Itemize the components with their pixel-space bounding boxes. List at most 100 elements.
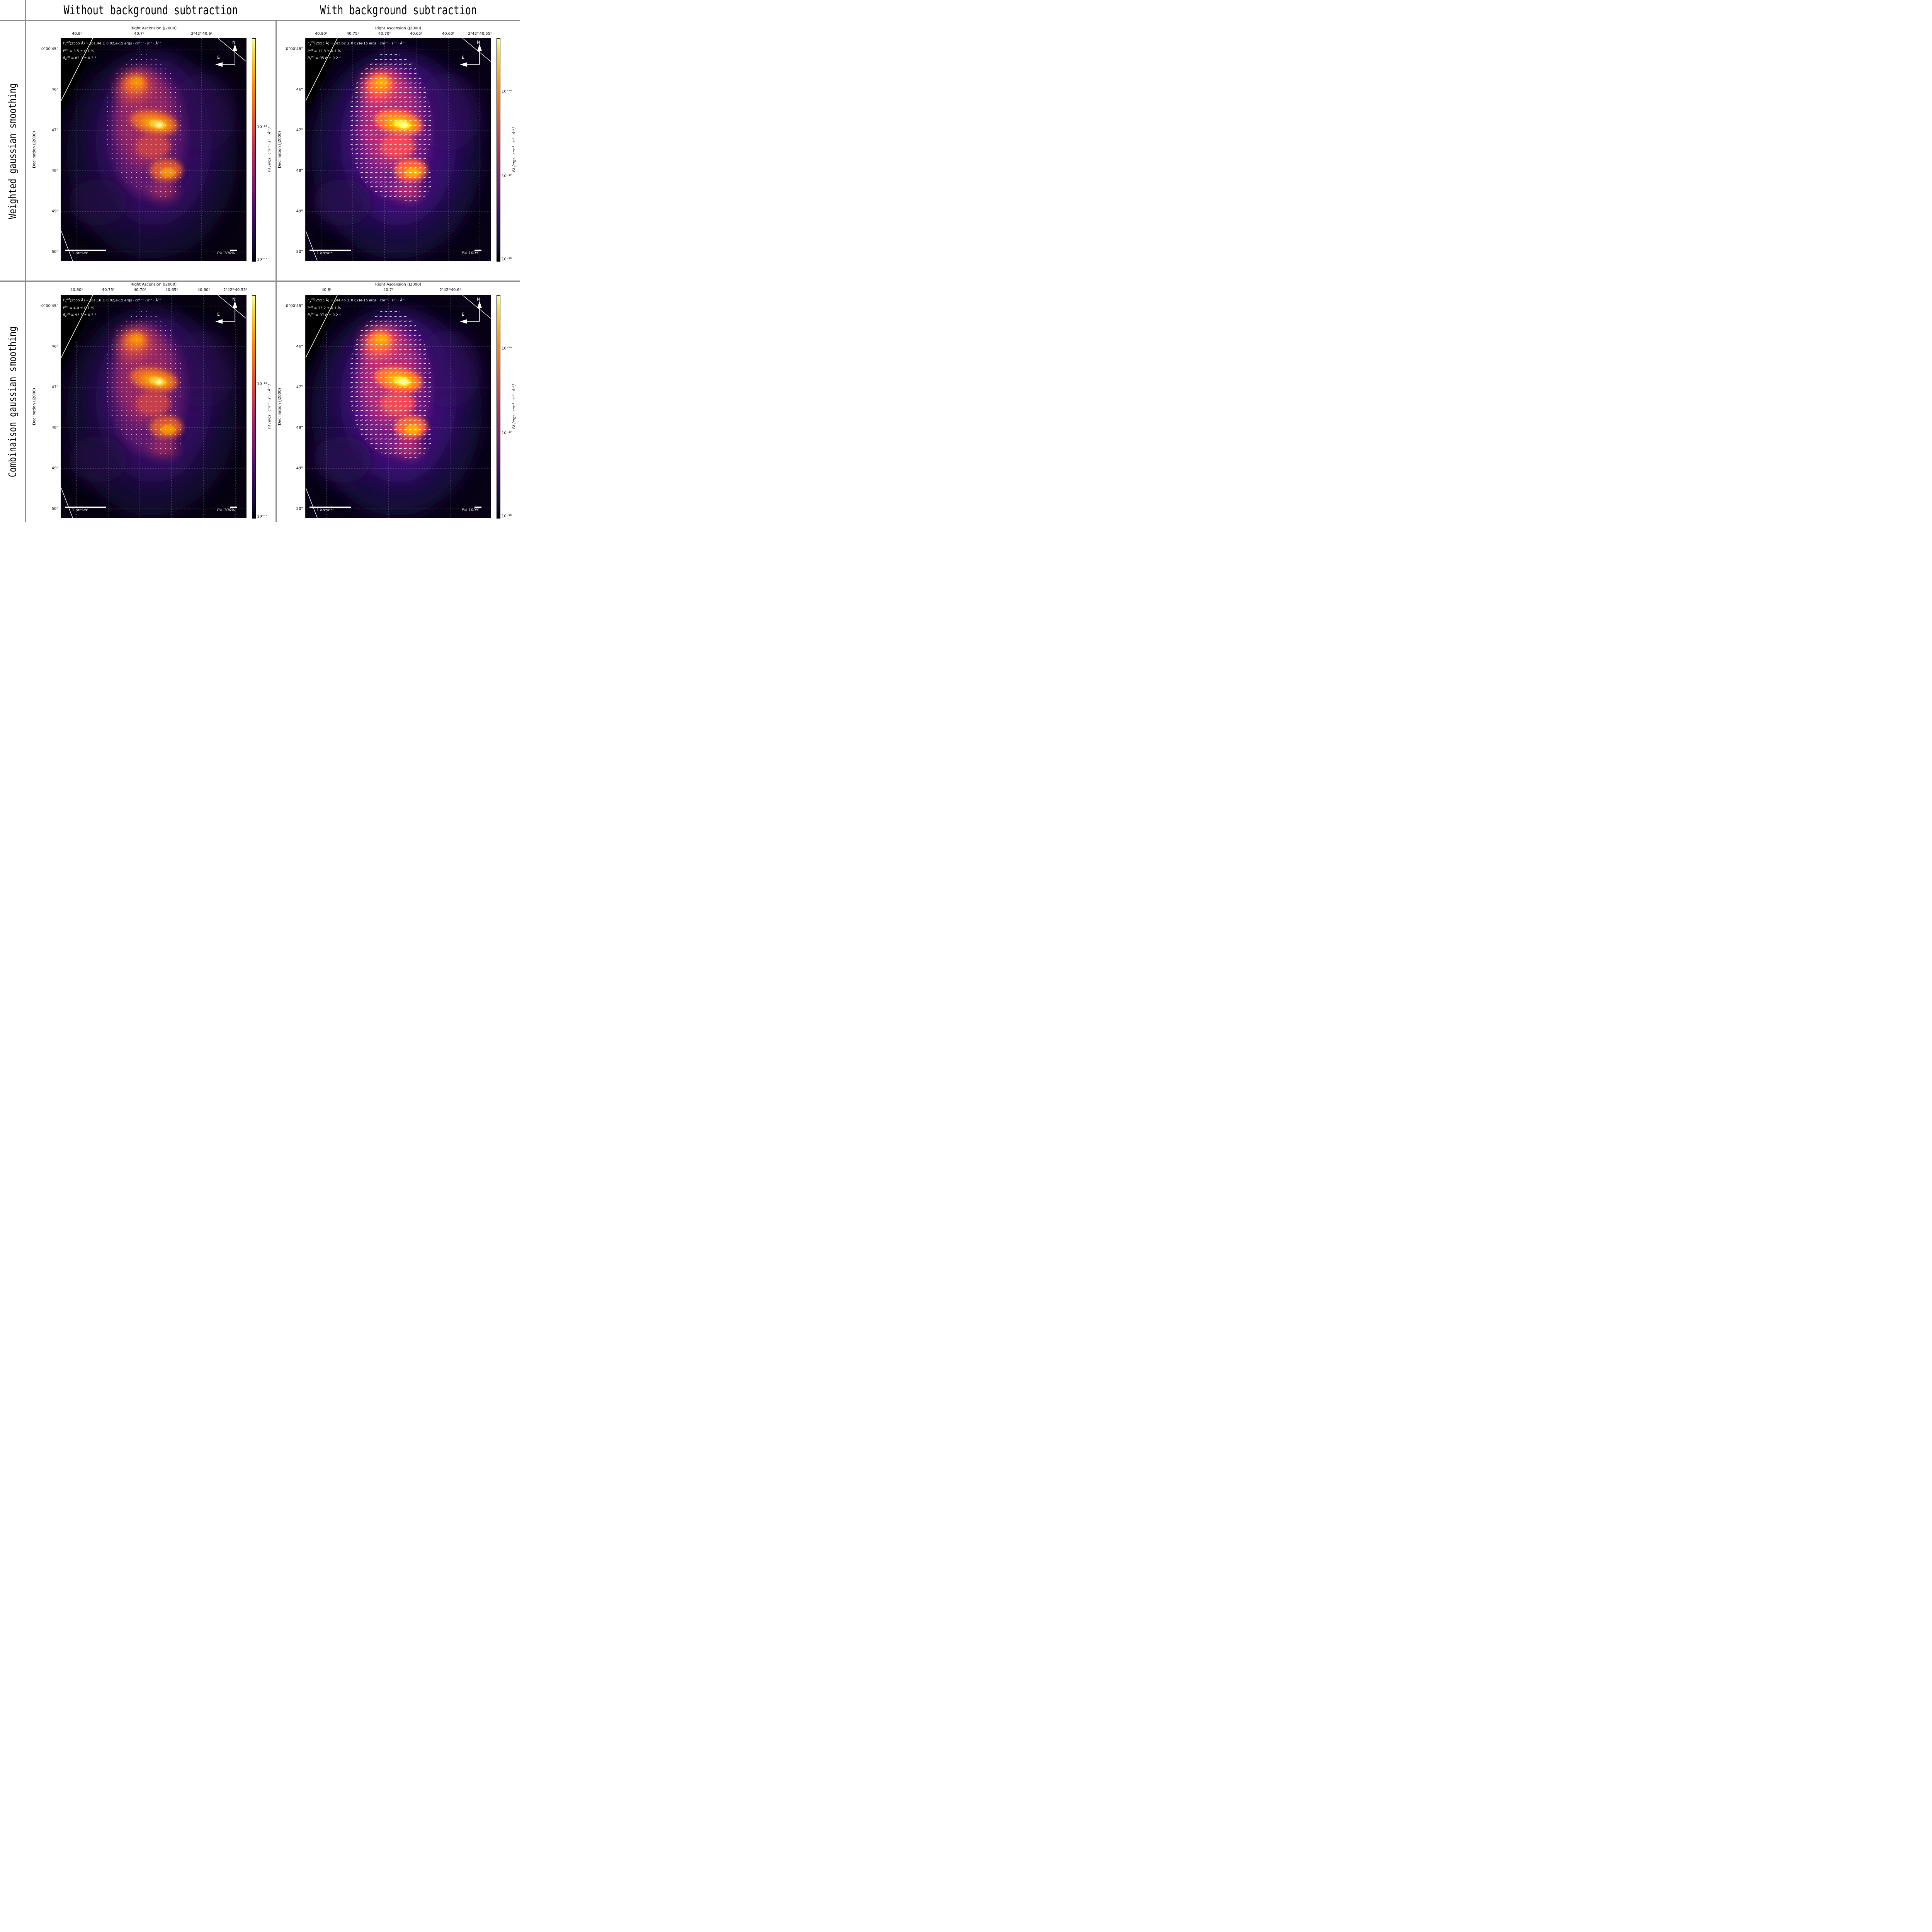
ra-tick: 2ʰ42ᵐ40.6ˢ (191, 32, 213, 36)
dec-tick: 46" (296, 87, 303, 92)
panel-annotation: Fλint(2555 Å) = (44.45 ± 0.02)e-15 ergs … (308, 297, 406, 319)
panel-annotation: Fλint(2555 Å) = (43.62 ± 0.02)e-15 ergs … (308, 40, 406, 62)
dec-axis-title: Declination (J2000) (277, 131, 282, 168)
column-header-divider (0, 20, 520, 21)
column-header-without-subtraction: Without background subtraction (63, 3, 238, 17)
dec-tick: 46" (296, 344, 303, 349)
ra-tick: 40.7ˢ (383, 288, 393, 292)
column-header-with-subtraction: With background subtraction (320, 3, 477, 17)
sky-map: Fλint(2555 Å) = (81.16 ± 0.02)e-15 ergs … (61, 295, 247, 518)
compass-east-label: E (217, 312, 220, 317)
panel-combinaison-without-subtraction: Right Ascension (J2000) 40.80ˢ 40.75ˢ 40… (26, 282, 276, 522)
ra-axis-title: Right Ascension (J2000) (375, 26, 422, 31)
polarization-annotation: Pint = 13.2 ± 0.1 % (308, 305, 341, 311)
compass-north-label: N (232, 297, 236, 302)
sky-map: Fλint(2555 Å) = (81.44 ± 0.02)e-15 ergs … (61, 38, 247, 261)
dec-tick: 49" (51, 209, 58, 214)
colorbar-label: Fλ [ergs · cm⁻² · s⁻¹ · Å⁻¹] (268, 127, 272, 172)
colorbar-label: Fλ [ergs · cm⁻² · s⁻¹ · Å⁻¹] (268, 384, 272, 429)
ra-tick: 40.8ˢ (321, 288, 332, 292)
ra-tick: 40.60ˢ (197, 288, 210, 292)
compass-north-label: N (477, 297, 480, 302)
ra-axis-title: Right Ascension (J2000) (375, 282, 422, 287)
polarization-reference-label: P= 100% (217, 251, 235, 255)
colorbar-tick: 10⁻¹⁷ (257, 257, 267, 262)
colorbar (252, 38, 256, 262)
colorbar (497, 295, 500, 519)
ra-tick: 40.7ˢ (134, 32, 144, 36)
colorbar-tick: 10⁻¹⁷ (502, 174, 512, 179)
flux-annotation: Fλint(2555 Å) = (43.62 ± 0.02)e-15 ergs … (308, 41, 406, 46)
polarization-reference-label: P= 100% (217, 508, 235, 512)
dec-tick: 48" (51, 168, 58, 173)
flux-annotation: Fλint(2555 Å) = (81.44 ± 0.02)e-15 ergs … (63, 41, 161, 46)
colorbar-tick: 10⁻¹⁸ (502, 257, 512, 262)
scalebar-label: 1 arcsec (316, 508, 333, 512)
angle-annotation: θPint = 95.8 ± 0.2 ° (308, 55, 341, 61)
flux-annotation: Fλint(2555 Å) = (81.16 ± 0.02)e-15 ergs … (63, 298, 161, 303)
polarization-reference-label: P= 100% (461, 251, 480, 255)
polarization-reference-label: P= 100% (461, 508, 480, 512)
polarization-annotation: Pint = 12.8 ± 0.1 % (308, 48, 341, 54)
compass-north-label: N (477, 40, 480, 45)
nebula-image (61, 38, 246, 261)
dec-tick: 50" (296, 250, 303, 254)
compass-east-label: E (462, 312, 464, 317)
ra-tick: 40.65ˢ (165, 288, 178, 292)
compass-east-label: E (462, 55, 464, 60)
dec-tick: 50" (51, 507, 58, 511)
panel-weighted-with-subtraction: Right Ascension (J2000) 40.80ˢ 40.75ˢ 40… (277, 21, 520, 281)
angle-annotation: θPint = 93.5 ± 0.3 ° (63, 312, 97, 318)
scalebar-label: 1 arcsec (72, 251, 88, 255)
colorbar-tick: 10⁻¹⁶ (502, 346, 512, 351)
ra-tick: 40.75ˢ (102, 288, 115, 292)
flux-annotation: Fλint(2555 Å) = (44.45 ± 0.02)e-15 ergs … (308, 298, 406, 303)
ra-tick: 40.8ˢ (72, 32, 82, 36)
dec-tick: 48" (296, 168, 303, 173)
ra-axis-title: Right Ascension (J2000) (130, 282, 177, 287)
nebula-image (306, 295, 491, 518)
ra-tick: 40.60ˢ (442, 32, 455, 36)
nebula-image (61, 295, 246, 518)
colorbar-tick: 10⁻¹⁶ (257, 125, 267, 129)
ra-axis-title: Right Ascension (J2000) (130, 26, 177, 31)
scalebar-label: 1 arcsec (316, 251, 333, 255)
dec-axis-title: Declination (J2000) (32, 131, 37, 168)
colorbar-tick: 10⁻¹⁷ (257, 514, 267, 519)
colorbar-label: Fλ [ergs · cm⁻² · s⁻¹ · Å⁻¹] (512, 384, 516, 429)
ra-tick: 2ʰ42ᵐ40.55ˢ (223, 288, 247, 292)
compass-east-label: E (217, 55, 220, 60)
ra-tick: 40.65ˢ (410, 32, 423, 36)
panel-annotation: Fλint(2555 Å) = (81.44 ± 0.02)e-15 ergs … (63, 40, 161, 62)
polarization-annotation: Pint = 3.5 ± 0.1 % (63, 48, 94, 54)
dec-tick: -0°00'45" (284, 304, 303, 308)
angle-annotation: θPint = 82.0 ± 0.3 ° (63, 55, 97, 61)
dec-axis-title: Declination (J2000) (32, 388, 37, 425)
ra-tick: 40.80ˢ (70, 288, 83, 292)
panel-combinaison-with-subtraction: Right Ascension (J2000) 40.8ˢ 40.7ˢ 2ʰ42… (277, 282, 520, 522)
colorbar-tick: 10⁻¹⁷ (502, 431, 512, 435)
dec-tick: 49" (296, 466, 303, 471)
colorbar-tick: 10⁻¹⁶ (502, 89, 512, 94)
row-label-weighted-smoothing: Weighted gaussian smoothing (7, 83, 19, 219)
dec-axis-title: Declination (J2000) (277, 388, 282, 425)
dec-tick: -0°00'45" (284, 47, 303, 51)
colorbar-tick: 10⁻¹⁸ (502, 514, 512, 519)
ra-tick: 40.70ˢ (378, 32, 391, 36)
colorbar-label: Fλ [ergs · cm⁻² · s⁻¹ · Å⁻¹] (512, 127, 516, 172)
row-label-divider (25, 0, 26, 522)
ra-tick: 40.75ˢ (346, 32, 359, 36)
compass-north-label: N (232, 40, 236, 45)
dec-tick: 49" (51, 466, 58, 471)
mid-vertical-divider (276, 20, 277, 522)
dec-tick: 47" (296, 128, 303, 133)
ra-tick: 40.80ˢ (315, 32, 328, 36)
sky-map: Fλint(2555 Å) = (43.62 ± 0.02)e-15 ergs … (305, 38, 491, 261)
dec-tick: -0°00'45" (40, 47, 58, 51)
dec-tick: 47" (51, 128, 58, 133)
colorbar (252, 295, 256, 519)
dec-tick: 46" (51, 344, 58, 349)
scalebar-label: 1 arcsec (72, 508, 88, 512)
dec-tick: 46" (51, 87, 58, 92)
dec-tick: 48" (296, 425, 303, 430)
